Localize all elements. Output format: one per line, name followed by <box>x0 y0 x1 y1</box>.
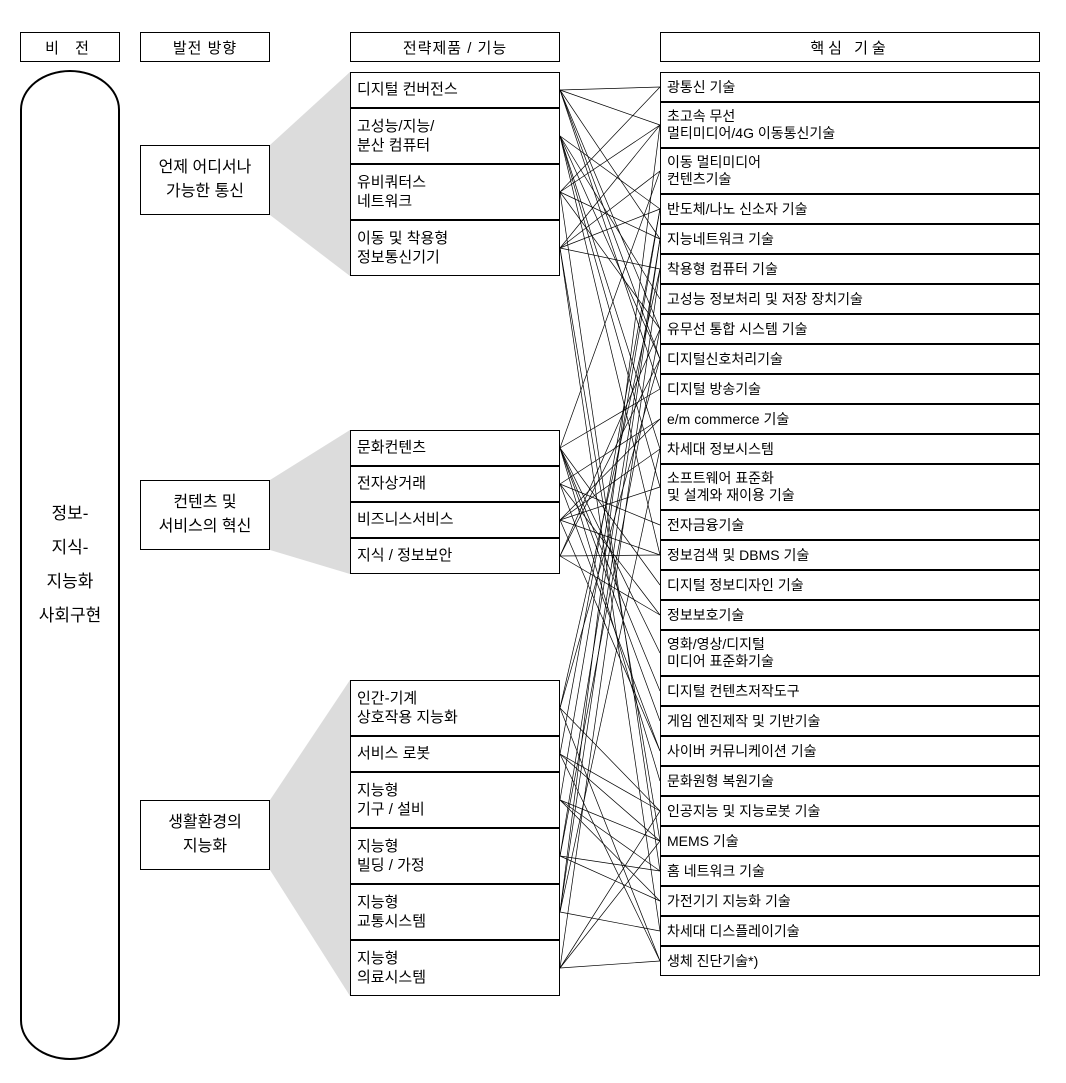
tech-box: 사이버 커뮤니케이션 기술 <box>660 736 1040 766</box>
tech-label: 차세대 정보시스템 <box>667 441 774 458</box>
tech-label: 디지털 방송기술 <box>667 381 761 398</box>
product-box: 지능형 빌딩 / 가정 <box>350 828 560 884</box>
product-box: 이동 및 착용형 정보통신기기 <box>350 220 560 276</box>
tech-box: 디지털 방송기술 <box>660 374 1040 404</box>
tech-box: 광통신 기술 <box>660 72 1040 102</box>
tech-label: 정보검색 및 DBMS 기술 <box>667 547 809 564</box>
column-header: 핵심 기술 <box>660 32 1040 62</box>
product-label: 지능형 기구 / 설비 <box>357 781 425 820</box>
direction-label: 컨텐츠 및 서비스의 혁신 <box>159 491 252 539</box>
tech-label: 정보보호기술 <box>667 607 744 624</box>
tech-label: 게임 엔진제작 및 기반기술 <box>667 713 820 730</box>
tech-box: e/m commerce 기술 <box>660 404 1040 434</box>
tech-label: 문화원형 복원기술 <box>667 773 774 790</box>
tech-label: MEMS 기술 <box>667 833 739 850</box>
tech-box: 게임 엔진제작 및 기반기술 <box>660 706 1040 736</box>
tech-label: 디지털신호처리기술 <box>667 351 783 368</box>
product-label: 인간-기계 상호작용 지능화 <box>357 689 458 728</box>
tech-label: 소프트웨어 표준화 및 설계와 재이용 기술 <box>667 470 795 504</box>
tech-box: 생체 진단기술*) <box>660 946 1040 976</box>
tech-box: 차세대 정보시스템 <box>660 434 1040 464</box>
tech-box: 디지털 정보디자인 기술 <box>660 570 1040 600</box>
tech-box: 소프트웨어 표준화 및 설계와 재이용 기술 <box>660 464 1040 510</box>
vision-text: 정보- 지식- 지능화 사회구현 <box>39 497 102 633</box>
product-label: 서비스 로봇 <box>357 744 430 764</box>
tech-box: 디지털신호처리기술 <box>660 344 1040 374</box>
product-label: 전자상거래 <box>357 474 426 494</box>
column-header: 발전 방향 <box>140 32 270 62</box>
product-label: 지능형 빌딩 / 가정 <box>357 837 425 876</box>
product-box: 고성능/지능/ 분산 컴퓨터 <box>350 108 560 164</box>
product-label: 이동 및 착용형 정보통신기기 <box>357 229 448 268</box>
column-header: 전략제품 / 기능 <box>350 32 560 62</box>
tech-box: MEMS 기술 <box>660 826 1040 856</box>
product-box: 전자상거래 <box>350 466 560 502</box>
product-label: 지능형 교통시스템 <box>357 893 426 932</box>
product-box: 유비쿼터스 네트워크 <box>350 164 560 220</box>
product-label: 고성능/지능/ 분산 컴퓨터 <box>357 117 434 156</box>
product-label: 문화컨텐츠 <box>357 438 426 458</box>
vision-ellipse: 정보- 지식- 지능화 사회구현 <box>20 70 120 1060</box>
product-box: 문화컨텐츠 <box>350 430 560 466</box>
tech-box: 고성능 정보처리 및 저장 장치기술 <box>660 284 1040 314</box>
tech-label: 반도체/나노 신소자 기술 <box>667 201 807 218</box>
direction-box: 언제 어디서나 가능한 통신 <box>140 145 270 215</box>
tech-label: 지능네트워크 기술 <box>667 231 774 248</box>
tech-box: 유무선 통합 시스템 기술 <box>660 314 1040 344</box>
product-box: 지식 / 정보보안 <box>350 538 560 574</box>
product-label: 유비쿼터스 네트워크 <box>357 173 426 212</box>
tech-box: 영화/영상/디지털 미디어 표준화기술 <box>660 630 1040 676</box>
tech-label: 착용형 컴퓨터 기술 <box>667 261 778 278</box>
product-label: 디지털 컨버전스 <box>357 80 458 100</box>
tech-box: 인공지능 및 지능로봇 기술 <box>660 796 1040 826</box>
tech-label: 인공지능 및 지능로봇 기술 <box>667 803 820 820</box>
tech-label: 가전기기 지능화 기술 <box>667 893 791 910</box>
tech-label: 전자금융기술 <box>667 517 744 534</box>
tech-box: 홈 네트워크 기술 <box>660 856 1040 886</box>
column-header: 비 전 <box>20 32 120 62</box>
tech-label: 초고속 무선 멀티미디어/4G 이동통신기술 <box>667 108 835 142</box>
direction-label: 언제 어디서나 가능한 통신 <box>159 156 252 204</box>
tech-label: 영화/영상/디지털 미디어 표준화기술 <box>667 636 774 670</box>
tech-box: 가전기기 지능화 기술 <box>660 886 1040 916</box>
product-box: 디지털 컨버전스 <box>350 72 560 108</box>
direction-label: 생활환경의 지능화 <box>168 811 242 859</box>
tech-box: 차세대 디스플레이기술 <box>660 916 1040 946</box>
tech-label: 사이버 커뮤니케이션 기술 <box>667 743 816 760</box>
tech-box: 전자금융기술 <box>660 510 1040 540</box>
tech-box: 착용형 컴퓨터 기술 <box>660 254 1040 284</box>
tech-box: 디지털 컨텐츠저작도구 <box>660 676 1040 706</box>
tech-label: 디지털 컨텐츠저작도구 <box>667 683 800 700</box>
product-box: 지능형 교통시스템 <box>350 884 560 940</box>
tech-label: e/m commerce 기술 <box>667 411 789 428</box>
tech-box: 초고속 무선 멀티미디어/4G 이동통신기술 <box>660 102 1040 148</box>
tech-box: 문화원형 복원기술 <box>660 766 1040 796</box>
tech-label: 유무선 통합 시스템 기술 <box>667 321 807 338</box>
tech-box: 반도체/나노 신소자 기술 <box>660 194 1040 224</box>
tech-box: 정보검색 및 DBMS 기술 <box>660 540 1040 570</box>
direction-box: 생활환경의 지능화 <box>140 800 270 870</box>
product-box: 지능형 기구 / 설비 <box>350 772 560 828</box>
direction-box: 컨텐츠 및 서비스의 혁신 <box>140 480 270 550</box>
tech-label: 고성능 정보처리 및 저장 장치기술 <box>667 291 863 308</box>
tech-box: 정보보호기술 <box>660 600 1040 630</box>
product-box: 비즈니스서비스 <box>350 502 560 538</box>
tech-box: 이동 멀티미디어 컨텐츠기술 <box>660 148 1040 194</box>
tech-label: 홈 네트워크 기술 <box>667 863 765 880</box>
product-label: 지식 / 정보보안 <box>357 546 452 566</box>
tech-label: 생체 진단기술*) <box>667 953 758 970</box>
product-box: 인간-기계 상호작용 지능화 <box>350 680 560 736</box>
tech-label: 이동 멀티미디어 컨텐츠기술 <box>667 154 761 188</box>
product-label: 지능형 의료시스템 <box>357 949 426 988</box>
tech-label: 광통신 기술 <box>667 79 735 96</box>
product-box: 지능형 의료시스템 <box>350 940 560 996</box>
tech-label: 차세대 디스플레이기술 <box>667 923 800 940</box>
product-box: 서비스 로봇 <box>350 736 560 772</box>
tech-box: 지능네트워크 기술 <box>660 224 1040 254</box>
tech-label: 디지털 정보디자인 기술 <box>667 577 804 594</box>
product-label: 비즈니스서비스 <box>357 510 454 530</box>
